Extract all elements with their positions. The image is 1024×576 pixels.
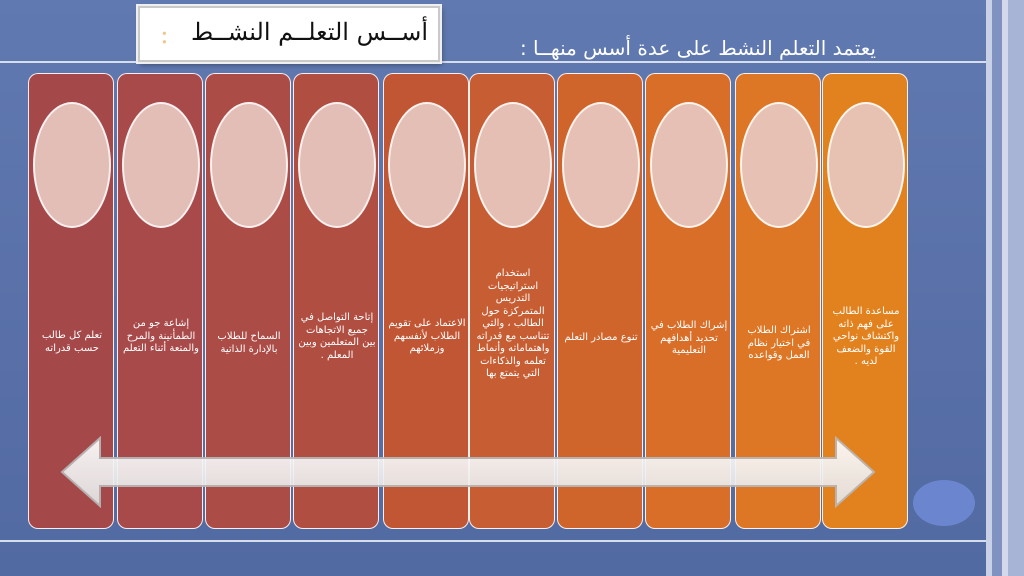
- intro-text: يعتمد التعلم النشط على عدة أسس منهــا :: [519, 36, 876, 60]
- right-border-stripe: [1002, 0, 1008, 576]
- top-divider-line: [0, 61, 986, 63]
- column-text: إشراك الطلاب في تحديد أهدافهم التعليمية: [650, 320, 728, 356]
- title-box: : أســس التعلــم النشــط: [138, 6, 440, 62]
- column-text: تعلم كل طالب حسب قدراته: [41, 330, 103, 354]
- column-oval: [474, 102, 552, 228]
- column-card: اشتراك الطلاب في اختيار نظام العمل وقواع…: [735, 73, 821, 529]
- column-oval: [827, 102, 905, 228]
- column-text: إشاعة جو من الطمأنينة والمرح والمتعة أثن…: [123, 318, 199, 354]
- column-card: تنوع مصادر التعلم: [557, 73, 643, 529]
- decorative-circle: [913, 480, 975, 526]
- right-border-stripe: [1008, 0, 1024, 576]
- column-oval: [298, 102, 376, 228]
- double-arrow: [60, 436, 876, 508]
- column-oval: [388, 102, 466, 228]
- title-colon: :: [160, 20, 169, 50]
- column-text: تنوع مصادر التعلم: [564, 332, 638, 343]
- column-oval: [210, 102, 288, 228]
- column-card: السماح للطلاب بالإدارة الذاتية: [205, 73, 291, 529]
- column-card: إتاحة التواصل في جميع الاتجاهات بين المت…: [293, 73, 379, 529]
- column-text: السماح للطلاب بالإدارة الذاتية: [217, 331, 281, 355]
- column-text: الاعتماد على تقويم الطلاب لأنفسهم وزملائ…: [388, 318, 466, 354]
- column-text: مساعدة الطالب على فهم ذاته واكتشاف نواحي…: [832, 306, 900, 367]
- column-text: استخدام استراتيجيات التدريس المتمركزة حو…: [476, 268, 550, 379]
- column-text: إتاحة التواصل في جميع الاتجاهات بين المت…: [298, 312, 376, 361]
- column-oval: [33, 102, 111, 228]
- right-border-stripe: [992, 0, 1002, 576]
- column-card: إشراك الطلاب في تحديد أهدافهم التعليمية: [645, 73, 731, 529]
- column-oval: [740, 102, 818, 228]
- bottom-divider-line: [0, 540, 986, 542]
- column-card: استخدام استراتيجيات التدريس المتمركزة حو…: [469, 73, 555, 529]
- column-oval: [122, 102, 200, 228]
- right-border-stripe: [986, 0, 992, 576]
- column-card: إشاعة جو من الطمأنينة والمرح والمتعة أثن…: [117, 73, 203, 529]
- column-card: تعلم كل طالب حسب قدراته: [28, 73, 114, 529]
- column-card: الاعتماد على تقويم الطلاب لأنفسهم وزملائ…: [383, 73, 469, 529]
- column-oval: [562, 102, 640, 228]
- column-text: اشتراك الطلاب في اختيار نظام العمل وقواع…: [747, 325, 811, 361]
- column-oval: [650, 102, 728, 228]
- slide-title: أســس التعلــم النشــط: [191, 18, 428, 46]
